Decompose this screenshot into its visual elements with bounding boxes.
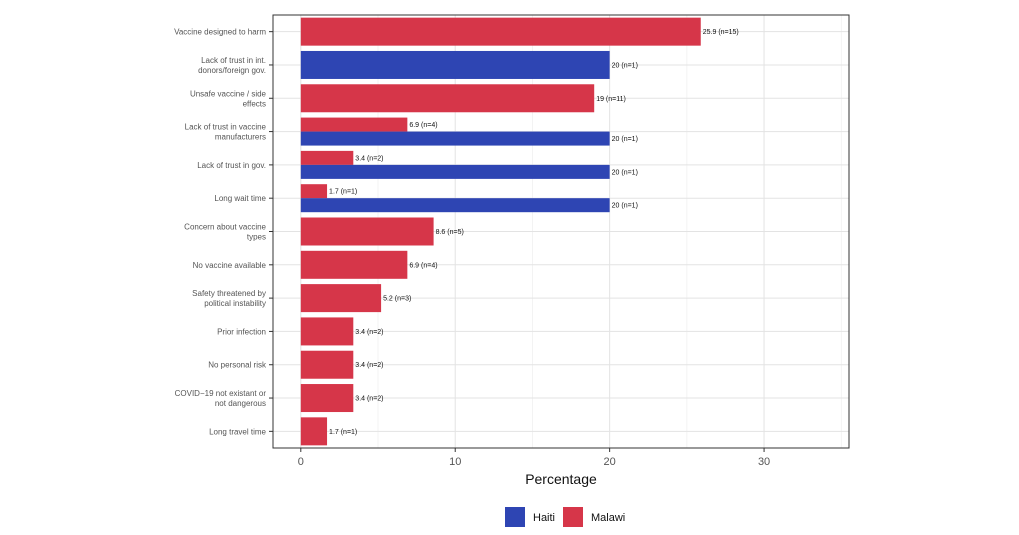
x-tick-label: 0: [298, 456, 304, 468]
data-label: 5.2 (n=3): [383, 296, 411, 303]
x-tick-label: 20: [604, 456, 616, 468]
bar-haiti: [300, 131, 610, 146]
category-label: Long wait time: [214, 194, 266, 203]
bar-malawi: [300, 17, 701, 46]
data-label: 20 (n=1): [612, 136, 638, 143]
bar-malawi: [300, 84, 595, 113]
x-tick-label: 30: [758, 456, 770, 468]
category-label: No personal risk: [208, 361, 267, 370]
category-label: Lack of trust in vaccine manufacturers: [185, 123, 267, 142]
bar-malawi: [300, 384, 354, 413]
category-label: Safety threatened by political instabilit…: [192, 289, 266, 308]
bar-malawi: [300, 184, 328, 199]
x-tick-label: 10: [449, 456, 461, 468]
bar-malawi: [300, 250, 408, 279]
bar-malawi: [300, 317, 354, 346]
bar-malawi: [300, 117, 408, 132]
data-label: 1.7 (n=1): [329, 429, 357, 436]
bar-haiti: [300, 50, 610, 79]
legend-key-malawi: [563, 507, 583, 527]
category-label: Unsafe vaccine / side effects: [190, 89, 267, 108]
bar-haiti: [300, 164, 610, 179]
data-label: 3.4 (n=2): [355, 362, 383, 369]
legend-key-haiti: [505, 507, 525, 527]
data-label: 20 (n=1): [612, 203, 638, 210]
legend-label-haiti: Haiti: [533, 512, 555, 524]
category-label: Concern about vaccine types: [184, 223, 266, 242]
data-label: 19 (n=11): [596, 96, 626, 103]
data-label: 1.7 (n=1): [329, 189, 357, 196]
x-axis-title: Percentage: [525, 471, 597, 487]
bar-malawi: [300, 350, 354, 379]
category-label: No vaccine available: [193, 261, 267, 270]
data-label: 6.9 (n=4): [409, 262, 437, 269]
category-label: Prior infection: [217, 327, 266, 336]
legend-label-malawi: Malawi: [591, 512, 625, 524]
bar-malawi: [300, 150, 354, 165]
data-label: 20 (n=1): [612, 62, 638, 69]
bar-malawi: [300, 417, 328, 446]
data-label: 3.4 (n=2): [355, 329, 383, 336]
data-label: 3.4 (n=2): [355, 155, 383, 162]
category-label: Lack of trust in int. donors/foreign gov.: [198, 56, 266, 75]
category-label: Long travel time: [209, 427, 266, 436]
data-label: 25.9 (n=15): [703, 29, 739, 36]
category-label: Lack of trust in gov.: [197, 161, 266, 170]
data-label: 6.9 (n=4): [409, 122, 437, 129]
bar-haiti: [300, 198, 610, 213]
bar-malawi: [300, 284, 382, 313]
category-label: Vaccine designed to harm: [174, 28, 266, 37]
bar-malawi: [300, 217, 434, 246]
data-label: 8.6 (n=5): [436, 229, 464, 236]
data-label: 3.4 (n=2): [355, 396, 383, 403]
category-label: COVID−19 not existant or not dangerous: [175, 389, 267, 408]
data-label: 20 (n=1): [612, 169, 638, 176]
